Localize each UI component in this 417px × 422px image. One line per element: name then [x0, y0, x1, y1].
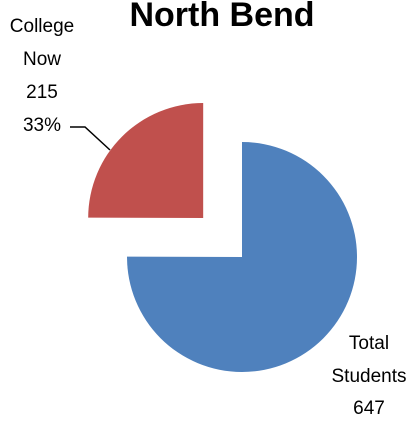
college-now-leader-line [70, 126, 111, 151]
slice-college-now [88, 103, 204, 219]
label-college-now-line1: College [10, 16, 74, 37]
label-college-now-line2: Now [23, 49, 61, 70]
label-total-students-line1: Total [349, 333, 389, 354]
chart-title: North Bend [129, 0, 314, 34]
label-total-students-line2: Students [332, 366, 407, 387]
label-college-now-percent: 33% [23, 115, 61, 136]
label-college-now-value: 215 [26, 82, 58, 103]
slices [88, 103, 357, 372]
label-total-students-value: 647 [353, 398, 385, 419]
slice-total-students [127, 142, 357, 372]
